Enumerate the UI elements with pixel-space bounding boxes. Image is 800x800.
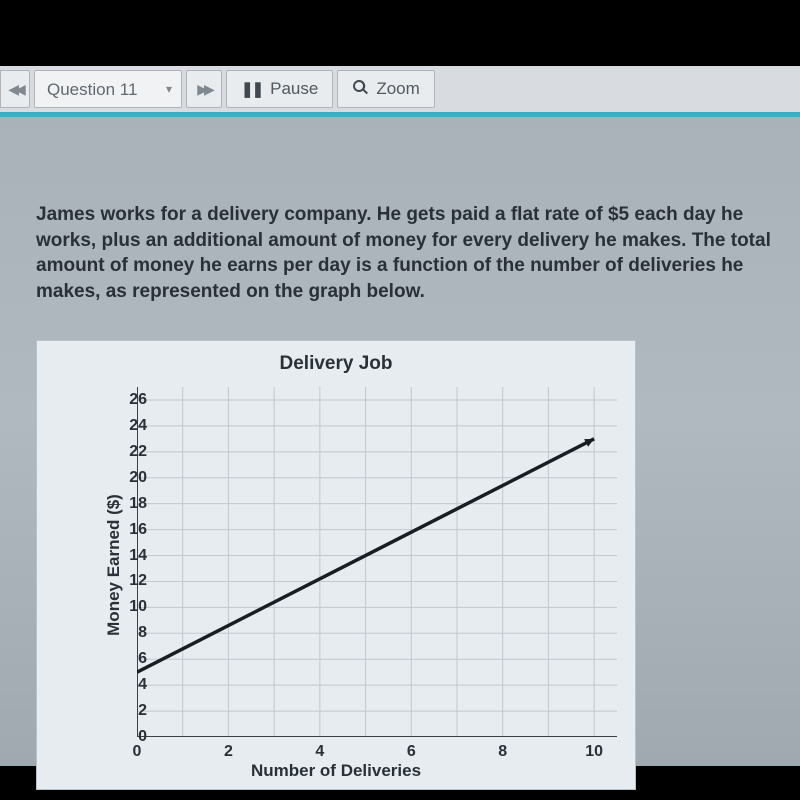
question-text: James works for a delivery company. He g… <box>36 202 780 305</box>
y-tick-label: 8 <box>111 624 147 642</box>
x-tick-label: 8 <box>498 743 507 761</box>
next-button[interactable]: ▶▶ <box>186 70 222 108</box>
y-tick-label: 12 <box>111 572 147 590</box>
y-tick-label: 26 <box>111 391 147 409</box>
y-tick-label: 14 <box>111 547 147 565</box>
x-tick-label: 10 <box>585 743 603 761</box>
next-icon: ▶▶ <box>197 81 211 98</box>
x-tick-label: 0 <box>133 743 142 761</box>
y-tick-label: 2 <box>111 702 147 720</box>
x-tick-label: 2 <box>224 743 233 761</box>
x-tick-label: 4 <box>315 743 324 761</box>
pause-icon: ❚❚ <box>241 80 262 98</box>
zoom-label: Zoom <box>376 79 419 99</box>
y-tick-label: 6 <box>111 650 147 668</box>
chart-container: Delivery Job Money Earned ($) Number of … <box>36 340 636 790</box>
plot-area <box>137 387 617 737</box>
question-select-wrap[interactable]: Question 11 <box>34 70 182 108</box>
zoom-icon <box>352 79 368 99</box>
question-select[interactable]: Question 11 <box>34 70 182 108</box>
content-area: ◀◀ Question 11 ▶▶ ❚❚ Pause Zoom James wo… <box>0 66 800 766</box>
y-tick-label: 4 <box>111 676 147 694</box>
chart-title: Delivery Job <box>37 353 635 375</box>
y-tick-label: 20 <box>111 469 147 487</box>
y-tick-label: 24 <box>111 417 147 435</box>
chart-svg <box>137 387 617 737</box>
pause-label: Pause <box>270 79 318 99</box>
prev-icon: ◀◀ <box>8 81 22 98</box>
y-tick-label: 10 <box>111 598 147 616</box>
x-axis-label: Number of Deliveries <box>37 761 635 781</box>
blue-divider <box>0 112 800 117</box>
y-tick-label: 16 <box>111 521 147 539</box>
prev-button[interactable]: ◀◀ <box>0 70 30 108</box>
zoom-button[interactable]: Zoom <box>337 70 434 108</box>
y-tick-label: 18 <box>111 495 147 513</box>
pause-button[interactable]: ❚❚ Pause <box>226 70 333 108</box>
y-tick-label: 22 <box>111 443 147 461</box>
y-tick-label: 0 <box>111 728 147 746</box>
x-tick-label: 6 <box>407 743 416 761</box>
toolbar: ◀◀ Question 11 ▶▶ ❚❚ Pause Zoom <box>0 66 800 112</box>
